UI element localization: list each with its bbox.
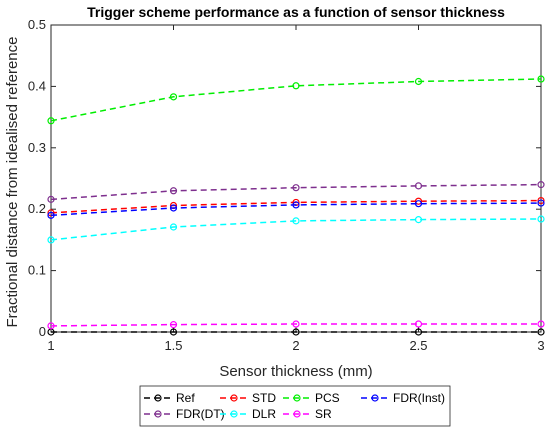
- data-point: [292, 201, 300, 209]
- legend-swatch-marker: [154, 410, 162, 418]
- legend-label: PCS: [315, 391, 340, 405]
- data-point: [169, 93, 178, 101]
- data-point: [414, 320, 423, 328]
- data-point: [169, 187, 178, 195]
- legend-swatch-marker: [371, 394, 379, 402]
- legend-item: DLR: [220, 407, 276, 421]
- data-point: [414, 182, 423, 190]
- data-point: [47, 236, 55, 244]
- y-tick-label: 0: [39, 324, 46, 339]
- series-line-fdr-inst: [50, 202, 542, 217]
- data-point: [169, 328, 178, 336]
- legend-item: SR: [283, 407, 332, 421]
- x-tick-label: 1: [47, 338, 54, 353]
- x-tick-label: 3: [537, 338, 544, 353]
- series-line-dlr: [50, 218, 542, 241]
- legend-label: STD: [252, 391, 276, 405]
- x-tick-label: 2: [292, 338, 299, 353]
- data-point: [414, 200, 423, 208]
- data-point: [537, 75, 545, 83]
- legend-item: Ref: [144, 391, 195, 405]
- data-point: [47, 211, 55, 219]
- legend-label: FDR(DT): [176, 407, 225, 421]
- data-point: [169, 223, 178, 231]
- data-point: [47, 117, 55, 125]
- legend-label: DLR: [252, 407, 276, 421]
- x-tick-label: 1.5: [164, 338, 182, 353]
- legend-box: [139, 385, 451, 427]
- legend-swatch-marker: [293, 394, 301, 402]
- legend-swatch-marker: [230, 410, 238, 418]
- data-point: [414, 197, 423, 205]
- data-point: [414, 328, 423, 336]
- series-line-fdr-dt: [50, 183, 542, 201]
- plot-area: 1 1.5 2 2.5 3 0 0.1 0.2 0.3 0.4 0.5: [28, 17, 545, 353]
- data-point: [47, 322, 55, 330]
- data-point: [537, 215, 545, 223]
- data-point: [47, 195, 55, 203]
- y-tick-label: 0.1: [28, 263, 46, 278]
- axes-box: [50, 24, 542, 333]
- legend-label: Ref: [176, 391, 195, 405]
- data-point: [169, 321, 178, 329]
- legend-item: FDR(DT): [144, 407, 225, 421]
- legend: Ref STD PCS FDR(Inst) FDR(DT) DLR SR: [139, 385, 451, 427]
- data-point: [169, 204, 178, 212]
- y-tick-label: 0.3: [28, 140, 46, 155]
- series-line-sr: [50, 323, 541, 327]
- legend-item: STD: [220, 391, 276, 405]
- data-point: [414, 77, 423, 86]
- y-tick-label: 0.2: [28, 201, 46, 216]
- data-point: [47, 209, 55, 217]
- legend-swatch-marker: [154, 394, 162, 402]
- legend-item: FDR(Inst): [361, 391, 445, 405]
- data-point: [292, 217, 300, 225]
- data-point: [537, 181, 545, 189]
- data-point: [537, 320, 545, 328]
- y-axis-label: Fractional distance from idealised refer…: [4, 37, 21, 328]
- legend-swatch-marker: [293, 410, 301, 418]
- y-tick-label: 0.4: [28, 78, 46, 93]
- legend-label: FDR(Inst): [393, 391, 445, 405]
- legend-item: PCS: [283, 391, 340, 405]
- data-point: [537, 328, 545, 336]
- data-point: [292, 328, 300, 336]
- legend-swatch-marker: [230, 394, 238, 402]
- y-tick-label: 0.5: [28, 17, 46, 32]
- data-point: [414, 216, 423, 224]
- data-point: [292, 184, 300, 192]
- data-point: [292, 320, 300, 328]
- chart-title: Trigger scheme performance as a function…: [87, 4, 505, 20]
- data-point: [537, 199, 545, 207]
- series-line-pcs: [50, 78, 542, 122]
- x-axis-label: Sensor thickness (mm): [219, 363, 372, 380]
- data-point: [292, 82, 300, 90]
- x-tick-label: 2.5: [409, 338, 427, 353]
- legend-label: SR: [315, 407, 332, 421]
